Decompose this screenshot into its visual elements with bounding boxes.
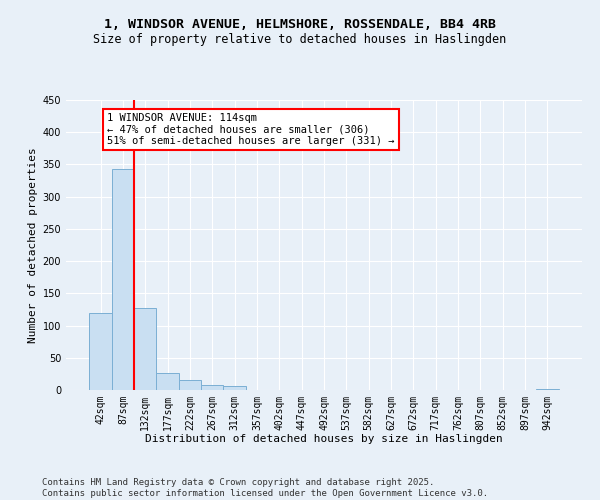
Bar	[134, 308, 157, 390]
Bar	[536, 388, 559, 390]
Text: Size of property relative to detached houses in Haslingden: Size of property relative to detached ho…	[94, 32, 506, 46]
Bar	[201, 385, 223, 390]
Bar	[157, 372, 179, 390]
X-axis label: Distribution of detached houses by size in Haslingden: Distribution of detached houses by size …	[145, 434, 503, 444]
Bar	[112, 169, 134, 390]
Bar	[179, 380, 201, 390]
Y-axis label: Number of detached properties: Number of detached properties	[28, 147, 38, 343]
Text: 1, WINDSOR AVENUE, HELMSHORE, ROSSENDALE, BB4 4RB: 1, WINDSOR AVENUE, HELMSHORE, ROSSENDALE…	[104, 18, 496, 30]
Text: Contains HM Land Registry data © Crown copyright and database right 2025.
Contai: Contains HM Land Registry data © Crown c…	[42, 478, 488, 498]
Bar	[89, 312, 112, 390]
Bar	[223, 386, 246, 390]
Text: 1 WINDSOR AVENUE: 114sqm
← 47% of detached houses are smaller (306)
51% of semi-: 1 WINDSOR AVENUE: 114sqm ← 47% of detach…	[107, 113, 395, 146]
